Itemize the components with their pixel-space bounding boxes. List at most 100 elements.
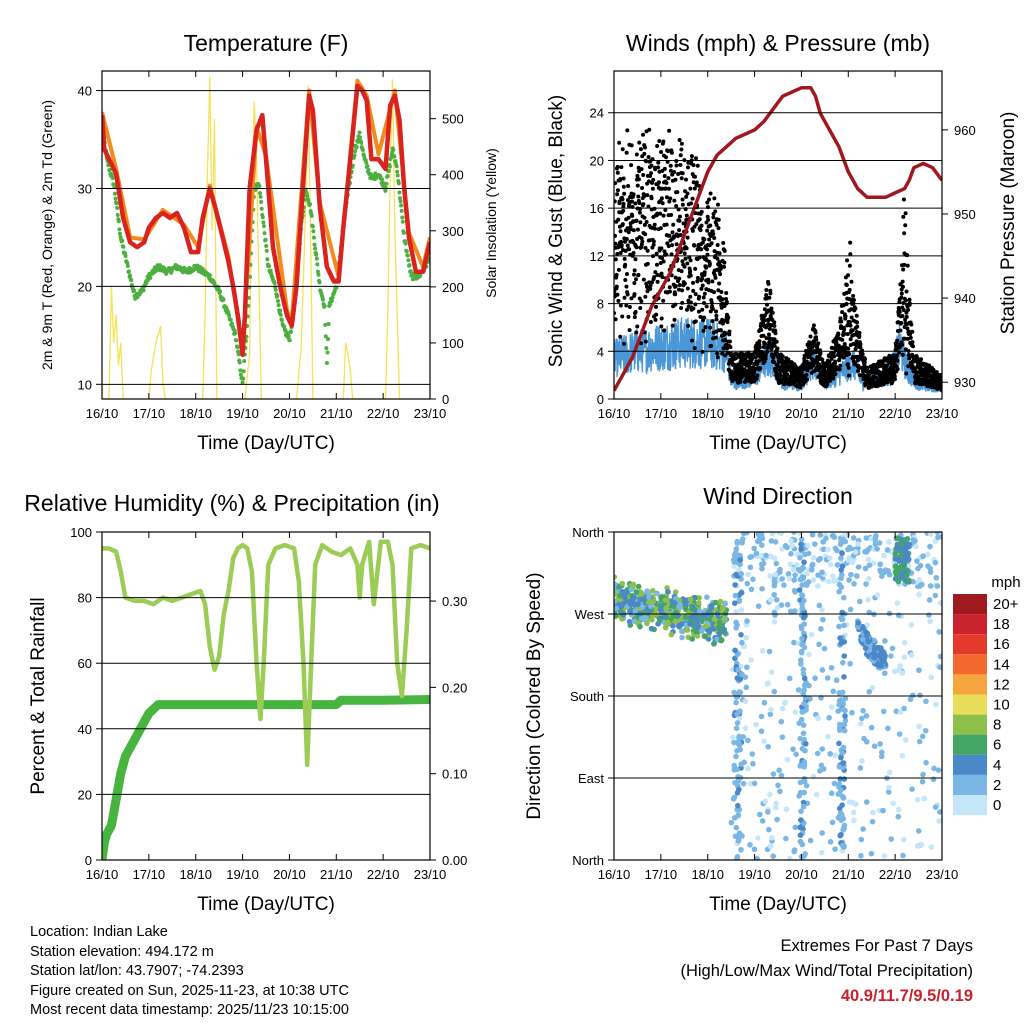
- dewpoint-point: [240, 380, 245, 385]
- gust-point: [903, 298, 908, 303]
- gust-point: [679, 305, 684, 310]
- gust-point: [660, 256, 665, 261]
- gust-point: [643, 232, 648, 237]
- plot-frame: [101, 531, 431, 861]
- direction-point: [840, 827, 846, 833]
- dewpoint-point: [132, 288, 137, 293]
- gust-point: [702, 270, 707, 275]
- gust-point: [899, 291, 904, 296]
- gust-point: [704, 247, 709, 252]
- gust-point: [615, 170, 620, 175]
- gust-point: [678, 153, 683, 158]
- gust-point: [682, 264, 687, 269]
- solar-insolation-line: [102, 76, 430, 399]
- dewpoint-point: [384, 181, 389, 186]
- elevation-text: Station elevation: 494.172 m: [30, 943, 214, 960]
- dewpoint-point: [265, 257, 270, 262]
- gust-point: [857, 333, 862, 338]
- dewpoint-point: [221, 297, 226, 302]
- gust-point: [762, 307, 767, 312]
- direction-point: [662, 624, 669, 631]
- gust-point: [688, 258, 693, 263]
- direction-point: [898, 540, 905, 546]
- dewpoint-point: [400, 219, 405, 224]
- dewpoint-point: [394, 164, 399, 169]
- direction-point: [829, 532, 836, 539]
- gust-point: [631, 219, 636, 224]
- direction-point: [915, 565, 921, 572]
- gust-point: [629, 296, 634, 301]
- gust-point: [711, 231, 716, 236]
- direction-point: [819, 569, 825, 575]
- gust-point: [714, 313, 719, 318]
- legend-label: 6: [993, 737, 1001, 754]
- dewpoint-point: [320, 297, 325, 302]
- legend-swatch: [953, 634, 987, 655]
- gust-point: [658, 261, 663, 266]
- direction-point: [859, 715, 865, 722]
- gust-point: [844, 282, 849, 287]
- direction-point: [696, 595, 702, 601]
- gust-point: [755, 373, 760, 378]
- direction-point: [722, 601, 729, 607]
- direction-point: [901, 654, 908, 660]
- gust-point: [899, 295, 904, 300]
- gust-point: [906, 364, 911, 369]
- gust-point: [617, 140, 622, 145]
- gust-point: [845, 362, 850, 367]
- direction-point: [748, 586, 755, 593]
- legend-swatch: [953, 774, 987, 795]
- direction-point: [734, 853, 741, 860]
- direction-point: [871, 637, 877, 644]
- direction-point: [772, 571, 779, 578]
- gust-point: [627, 328, 632, 333]
- gust-point: [642, 215, 647, 220]
- gust-point: [833, 359, 838, 364]
- direction-point: [734, 651, 741, 658]
- gust-point: [620, 222, 625, 227]
- gust-point: [706, 280, 711, 285]
- gust-point: [677, 214, 682, 219]
- direction-point: [759, 648, 766, 654]
- direction-chart: Wind DirectionNorthEastSouthWestNorth16/…: [524, 483, 958, 915]
- direction-point: [733, 824, 740, 831]
- gust-point: [699, 247, 704, 252]
- direction-point: [870, 809, 876, 816]
- direction-point: [801, 675, 808, 682]
- direction-point: [858, 853, 864, 859]
- direction-point: [678, 628, 685, 635]
- gust-point: [615, 251, 620, 256]
- gust-point: [651, 177, 656, 182]
- gust-point: [694, 222, 699, 227]
- dewpoint-point: [115, 205, 120, 210]
- legend-swatch: [953, 694, 987, 715]
- direction-point: [767, 711, 774, 718]
- direction-point: [866, 689, 872, 695]
- direction-point: [908, 622, 915, 628]
- gust-point: [697, 255, 702, 260]
- gust-point: [691, 306, 696, 311]
- gust-point: [847, 320, 852, 325]
- direction-point: [876, 540, 883, 546]
- direction-point: [804, 570, 810, 577]
- dewpoint-point: [404, 249, 409, 254]
- temperature-left-label: 2m & 9m T (Red, Orange) & 2m Td (Green): [39, 100, 55, 370]
- gust-point: [848, 240, 853, 245]
- gust-point: [680, 171, 685, 176]
- gust-point: [715, 256, 720, 261]
- direction-point: [733, 725, 740, 732]
- gust-point: [696, 309, 701, 314]
- gust-point: [767, 339, 772, 344]
- direction-point: [810, 554, 817, 561]
- direction-point: [889, 645, 896, 652]
- direction-point: [836, 805, 843, 812]
- gust-point: [714, 309, 719, 314]
- dewpoint-point: [401, 230, 406, 235]
- extremes-subtitle: (High/Low/Max Wind/Total Precipitation): [680, 962, 973, 980]
- gust-point: [846, 273, 851, 278]
- gust-point: [799, 370, 804, 375]
- direction-point: [888, 653, 894, 659]
- legend-label: 8: [993, 717, 1001, 734]
- direction-point: [860, 826, 866, 832]
- direction-point: [800, 803, 807, 810]
